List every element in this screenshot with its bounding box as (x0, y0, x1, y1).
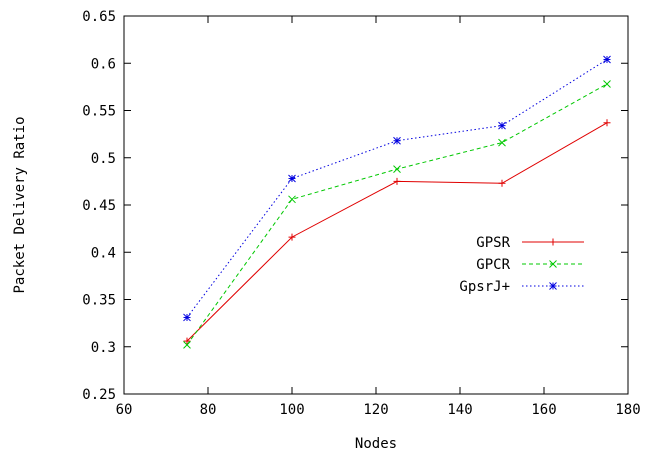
data-point (603, 80, 611, 88)
legend-marker (549, 238, 557, 246)
x-tick-label: 120 (363, 402, 388, 418)
data-point (393, 177, 401, 185)
x-tick-label: 180 (615, 402, 640, 418)
data-point (498, 179, 506, 187)
y-tick-labels: 0.25 0.3 0.35 0.4 0.45 0.5 0.55 0.6 0.65 (82, 9, 116, 403)
y-tick-label: 0.55 (82, 104, 116, 120)
series-line (186, 83, 608, 346)
data-point (603, 119, 611, 127)
y-axis-label: Packet Delivery Ratio (12, 116, 28, 293)
legend-marker (549, 260, 557, 268)
series-line (186, 59, 608, 318)
data-point (603, 55, 611, 64)
series-lines (186, 59, 608, 346)
data-point (393, 165, 401, 173)
data-point (288, 195, 296, 204)
y-tick-label: 0.45 (82, 198, 116, 214)
series-markers (183, 55, 611, 349)
x-tick-label: 80 (200, 402, 217, 418)
y-tick-label: 0.35 (82, 293, 116, 309)
x-tick-label: 160 (531, 402, 556, 418)
legend-marker (549, 282, 557, 290)
data-point (288, 233, 296, 241)
data-point (183, 341, 191, 349)
legend-label: GPSR (476, 235, 510, 251)
y-tick-label: 0.5 (91, 151, 116, 167)
data-point (498, 121, 506, 130)
data-point (183, 313, 191, 322)
y-tick-label: 0.4 (91, 245, 116, 261)
x-tick-label: 60 (116, 402, 133, 418)
x-tick-labels: 60 80 100 120 140 160 180 (116, 402, 641, 418)
plot-frame (123, 15, 629, 395)
axis-ticks (123, 15, 629, 395)
legend-label: GPCR (476, 257, 510, 273)
x-axis-label: Nodes (355, 436, 397, 452)
x-tick-label: 100 (279, 402, 304, 418)
legend: GPSR GPCR GpsrJ+ (459, 235, 584, 295)
y-tick-label: 0.3 (91, 340, 116, 356)
data-point (183, 337, 191, 345)
data-point (498, 138, 506, 147)
y-tick-label: 0.65 (82, 9, 116, 25)
series-line (186, 122, 608, 342)
legend-label: GpsrJ+ (459, 279, 510, 295)
data-point (393, 136, 401, 145)
y-tick-label: 0.25 (82, 387, 116, 403)
data-point (288, 174, 296, 183)
x-tick-label: 140 (447, 402, 472, 418)
y-tick-label: 0.6 (91, 56, 116, 72)
